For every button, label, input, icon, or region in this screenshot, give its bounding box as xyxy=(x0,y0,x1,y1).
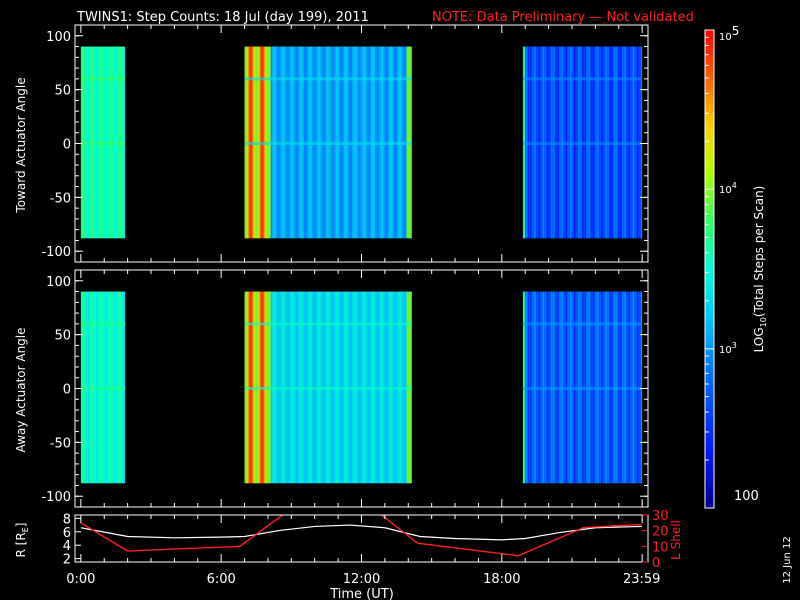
heatmap-band xyxy=(244,77,412,81)
lshell-ylabel: L Shell xyxy=(669,520,683,560)
radius-ylabel: R [RE] xyxy=(14,523,30,558)
x-tick-label: 6:00 xyxy=(207,572,236,587)
y-tick-label: 50 xyxy=(54,84,71,99)
left-y-tick-label: 8 xyxy=(63,512,71,527)
heatmap-band xyxy=(244,387,412,390)
data-block xyxy=(244,291,412,484)
left-y-tick-label: 4 xyxy=(63,539,71,554)
data-block xyxy=(80,291,126,484)
heatmap-band xyxy=(522,142,642,145)
data-block xyxy=(522,291,643,484)
heatmap-band xyxy=(522,77,642,81)
right-y-tick-label: 10 xyxy=(652,540,669,555)
away-ylabel: Away Actuator Angle xyxy=(14,327,28,452)
left-y-tick-label: 6 xyxy=(63,526,71,541)
right-y-tick-label: 0 xyxy=(652,556,660,571)
right-y-tick-label: 30 xyxy=(652,509,669,524)
colorbar: 105 104 103 100 LOG10(Total Steps per Scan… xyxy=(704,24,768,509)
heatmap-band xyxy=(244,142,412,145)
radius-line xyxy=(80,524,642,541)
x-axis-label: Time (UT) xyxy=(329,587,394,600)
chart-note: NOTE: Data Preliminary — Not validated xyxy=(432,10,694,25)
left-y-tick-label: 2 xyxy=(63,553,71,568)
x-tick-label: 12:00 xyxy=(343,572,380,587)
y-tick-label: 0 xyxy=(63,383,71,398)
x-tick-label: 0:00 xyxy=(66,572,95,587)
toward-ylabel: Toward Actuator Angle xyxy=(14,77,28,213)
y-tick-label: -50 xyxy=(50,191,71,206)
colorbar-tick-label: 103 xyxy=(719,341,737,356)
away-angle-panel: 100 50 0 -50 -100 xyxy=(41,269,649,508)
x-tick-label: 18:00 xyxy=(483,572,520,587)
y-tick-label: 100 xyxy=(46,275,71,290)
colorbar-label: LOG10(Total Steps per Scan) xyxy=(752,186,768,353)
date-stamp: 12 Jun 12 xyxy=(782,536,793,583)
y-tick-label: -50 xyxy=(50,436,71,451)
heatmap-band xyxy=(80,142,126,145)
y-tick-label: 100 xyxy=(46,30,71,45)
heatmap-band xyxy=(522,387,642,390)
colorbar-gradient xyxy=(705,30,714,508)
y-tick-label: 0 xyxy=(63,138,71,153)
data-block xyxy=(80,46,126,239)
toward-angle-panel: 100 50 0 -50 -100 xyxy=(41,24,649,263)
heatmap-band xyxy=(80,77,126,81)
y-tick-label: -100 xyxy=(41,245,71,260)
data-block xyxy=(244,46,412,239)
y-tick-label: -100 xyxy=(41,490,71,505)
lshell-line xyxy=(80,515,642,557)
y-tick-label: 50 xyxy=(54,329,71,344)
data-block xyxy=(522,46,643,239)
chart-title: TWINS1: Step Counts: 18 Jul (day 199), 2… xyxy=(76,10,369,25)
heatmap-band xyxy=(522,322,642,326)
heatmap-band xyxy=(80,387,126,390)
colorbar-tick-label: 105 xyxy=(719,24,739,43)
x-tick-label: 23:59 xyxy=(623,572,660,587)
right-y-tick-label: 20 xyxy=(652,525,669,540)
colorbar-tick-label: 104 xyxy=(719,181,737,196)
colorbar-bottom-label: 100 xyxy=(734,489,759,504)
heatmap-band xyxy=(244,322,412,326)
heatmap-band xyxy=(80,322,126,326)
